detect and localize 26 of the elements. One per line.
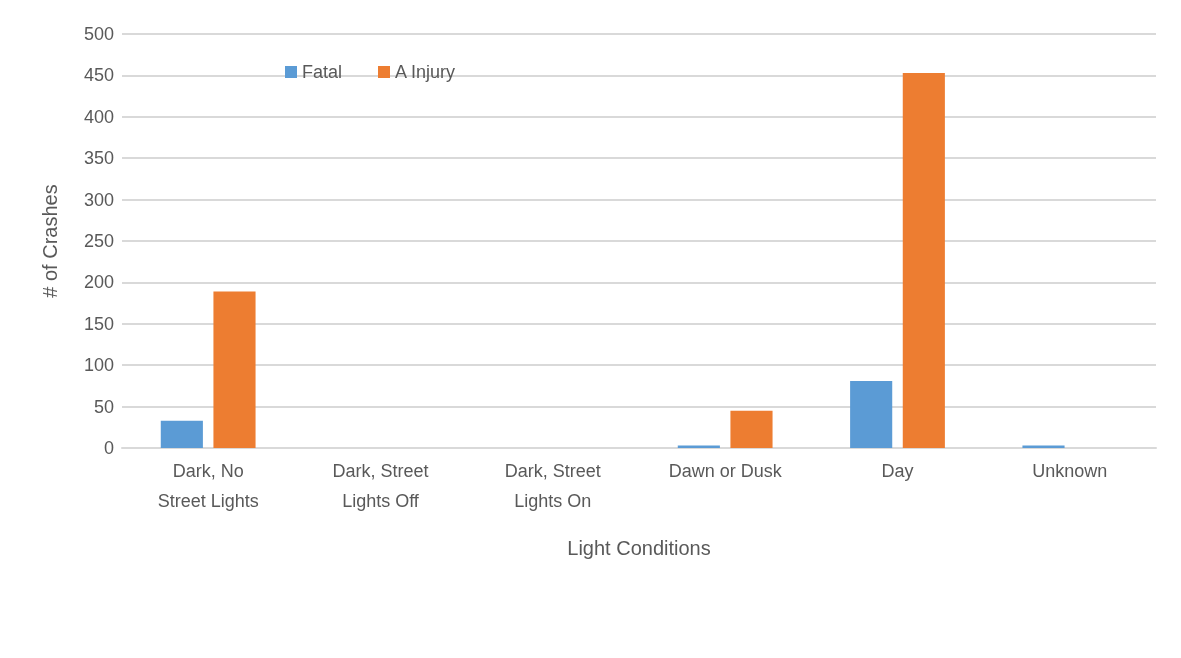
bar [902, 72, 945, 448]
x-tick-label: Dark, Street Lights Off [332, 461, 429, 511]
x-tick-label: Day [881, 461, 914, 481]
y-tick-label: 250 [83, 231, 114, 251]
x-tick-label: Unknown [1032, 461, 1108, 481]
y-tick-label: 0 [103, 438, 114, 458]
legend-label: Fatal [302, 62, 343, 82]
bar [850, 380, 893, 448]
legend-label: A Injury [395, 62, 456, 82]
y-tick-label: 200 [83, 272, 114, 293]
y-tick-label: 500 [83, 24, 114, 44]
y-tick-label: 350 [83, 148, 114, 169]
y-tick-label: 150 [83, 313, 114, 334]
bar [213, 291, 256, 448]
y-axis-title: # of Crashes [39, 184, 61, 298]
y-tick-label: 400 [83, 106, 114, 127]
y-tick-label: 100 [83, 355, 114, 376]
x-tick-label: Dark, No Street Lights [157, 461, 259, 511]
y-tick-label: 450 [83, 65, 114, 86]
x-axis-title: Light Conditions [567, 537, 711, 559]
bar [160, 420, 203, 448]
bar [730, 410, 773, 448]
y-tick-label: 50 [93, 396, 114, 417]
y-tick-label: 300 [83, 189, 114, 210]
x-tick-label: Dark, Street Lights On [504, 461, 601, 511]
x-tick-label: Dawn or Dusk [668, 461, 783, 481]
